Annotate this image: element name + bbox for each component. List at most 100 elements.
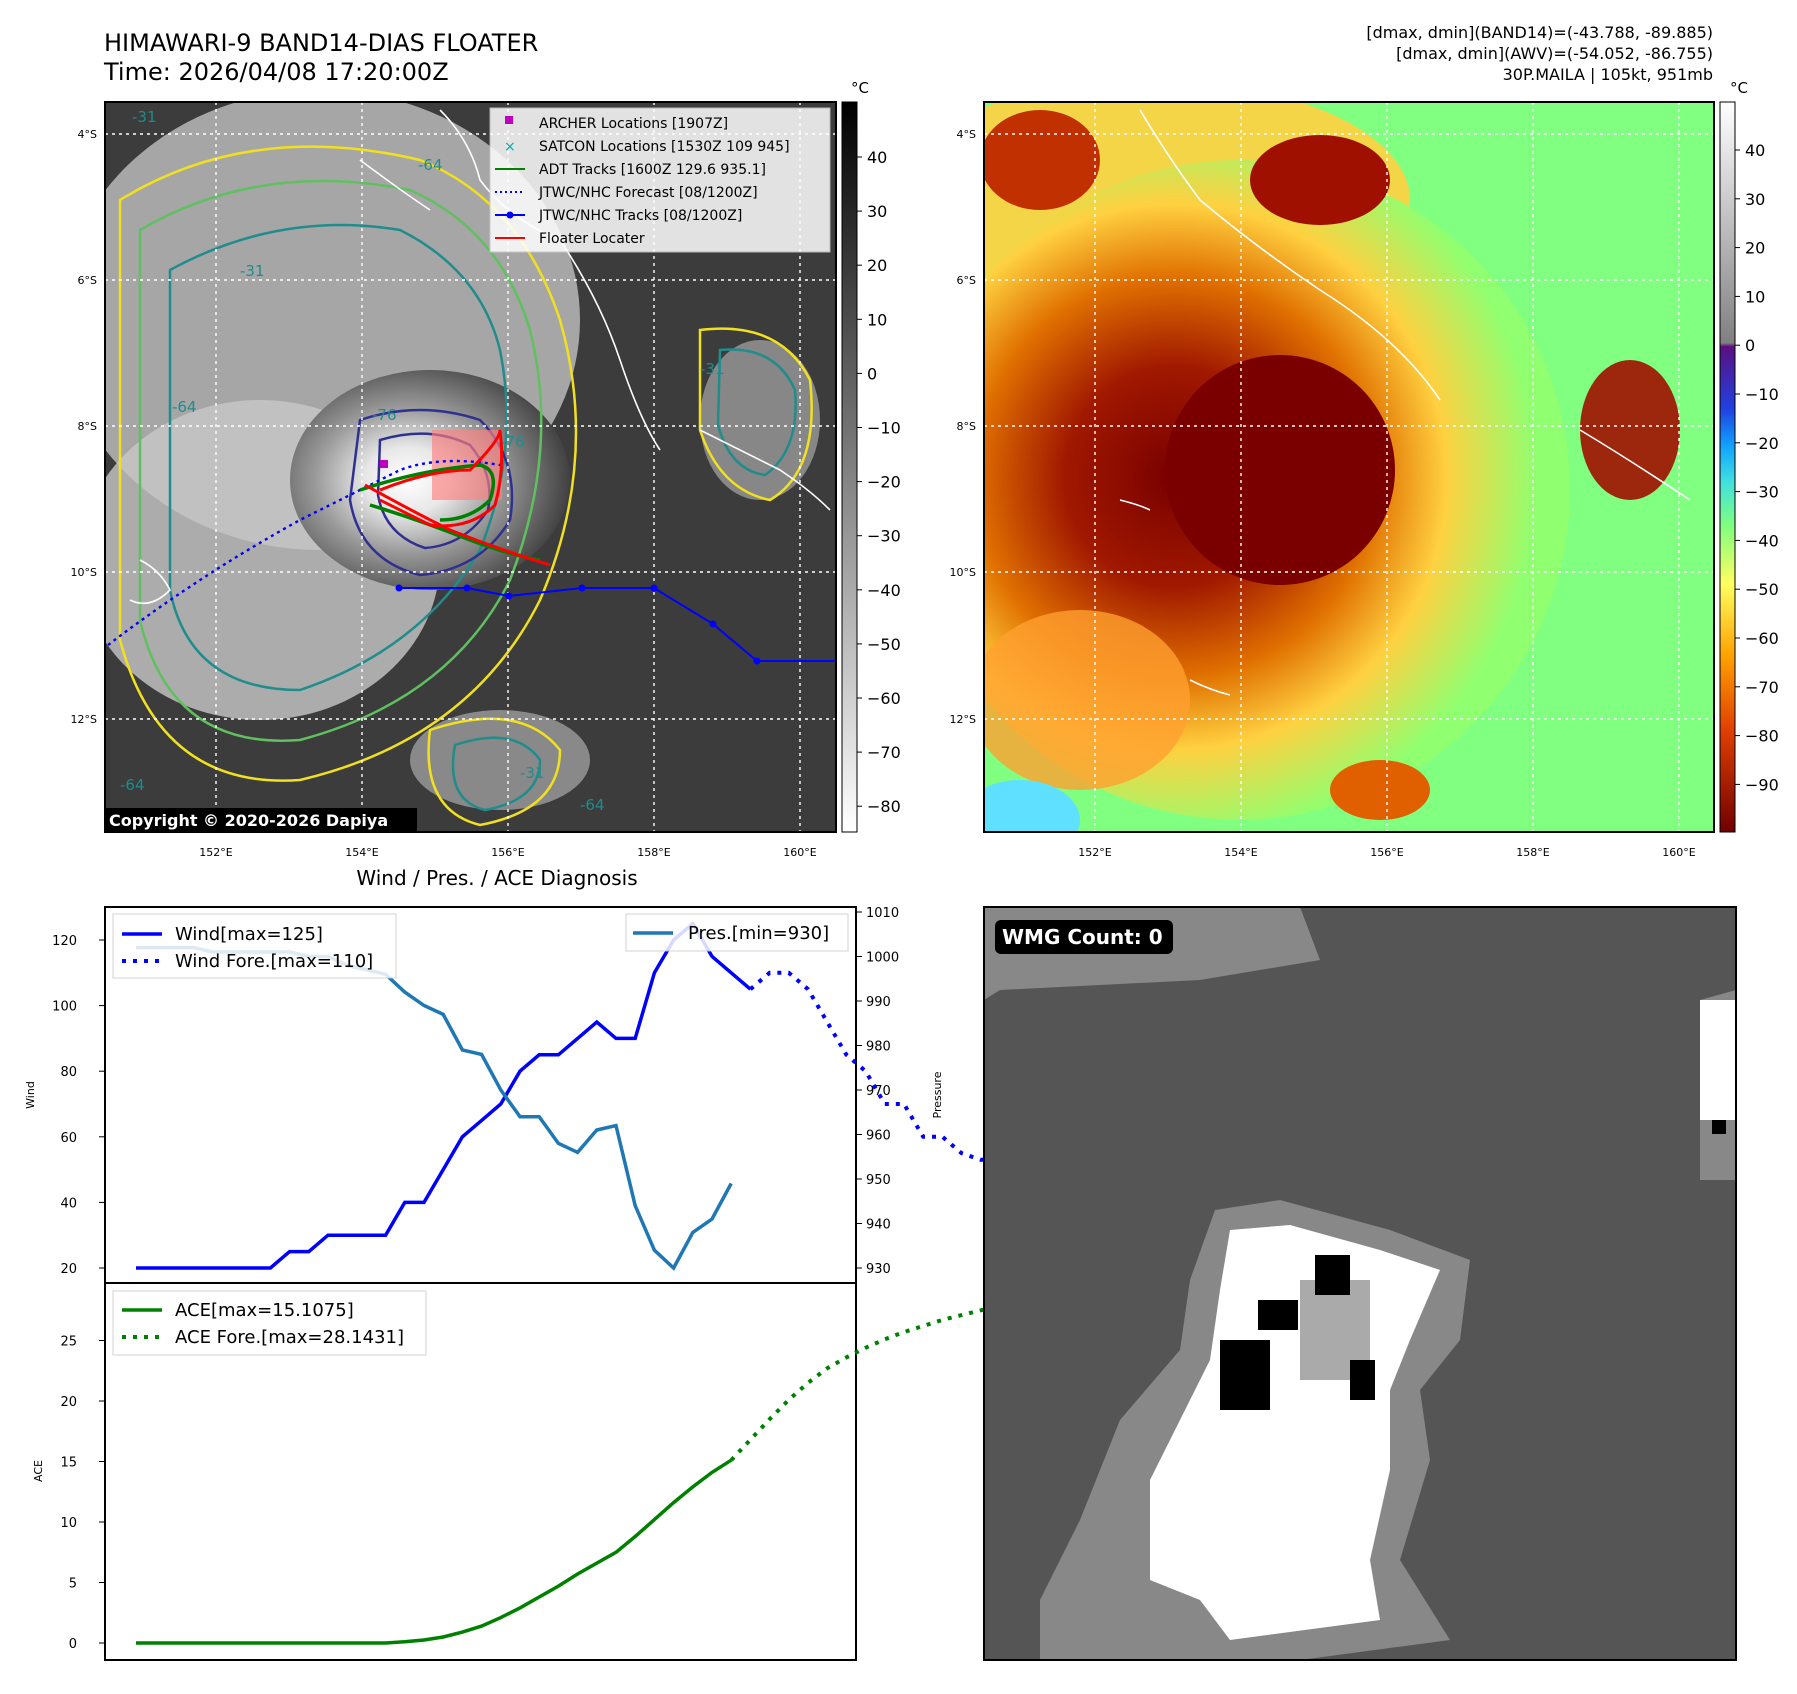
coastline-path bbox=[359, 159, 431, 211]
ace-axis-ticks: 0 5 10 15 20 25 bbox=[60, 1335, 105, 1652]
ace-fore-legend-label: ACE Fore.[max=28.1431] bbox=[175, 1327, 404, 1348]
wmg-core-black-1 bbox=[1220, 1340, 1270, 1410]
wmg-core-black-2 bbox=[1258, 1300, 1298, 1330]
pressure-tick-label: 940 bbox=[866, 1218, 891, 1233]
colorbar-tick-label: 0 bbox=[867, 364, 877, 383]
colorbar-tick-label: −70 bbox=[1745, 678, 1779, 697]
ir-lat-labels: 4°S 6°S 8°S 10°S 12°S bbox=[71, 128, 97, 726]
awv-colorbar-unit: °C bbox=[1730, 79, 1748, 97]
contour-label: -76 bbox=[500, 433, 525, 451]
wind-series bbox=[136, 920, 752, 1270]
jtwc-point bbox=[395, 584, 403, 592]
colorbar-tick-label: 30 bbox=[867, 202, 887, 221]
awv-coastlines bbox=[1119, 109, 1691, 696]
lat-label: 8°S bbox=[78, 420, 97, 433]
colorbar-tick-label: −90 bbox=[1745, 775, 1779, 794]
contour-label: -31 bbox=[520, 764, 545, 782]
lat-label: 10°S bbox=[950, 566, 976, 579]
pressure-tick-label: 960 bbox=[866, 1129, 891, 1144]
ace-legend: ACE[max=15.1075] ACE Fore.[max=28.1431] bbox=[112, 1290, 427, 1356]
coastline-path bbox=[699, 429, 831, 511]
contour-50 bbox=[138, 179, 543, 742]
lon-label: 152°E bbox=[199, 846, 232, 859]
lat-label: 4°S bbox=[957, 128, 976, 141]
legend-floater-label: Floater Locater bbox=[539, 231, 645, 247]
awv-band-south bbox=[984, 610, 1190, 790]
ace-tick-label: 25 bbox=[60, 1335, 77, 1350]
wmg-panel: WMG Count: 0 bbox=[983, 906, 1737, 1661]
awv-cell-east bbox=[1580, 360, 1680, 500]
awv-colorbar bbox=[1719, 101, 1736, 833]
ace-tick-label: 10 bbox=[60, 1516, 77, 1531]
lon-label: 154°E bbox=[345, 846, 378, 859]
contour-64-south bbox=[451, 736, 542, 812]
lon-label: 156°E bbox=[1370, 846, 1403, 859]
wmg-zone-edge bbox=[1700, 1000, 1736, 1120]
wind-legend: Wind[max=125] Wind Fore.[max=110] bbox=[112, 913, 397, 979]
awv-cell-northwest bbox=[984, 110, 1100, 210]
wind-axis-ticks: 20 40 60 80 100 120 bbox=[52, 934, 105, 1277]
wind-tick-label: 80 bbox=[60, 1065, 77, 1080]
figure-time: Time: 2026/04/08 17:20:00Z bbox=[103, 58, 449, 86]
legend-track-label: JTWC/NHC Tracks [08/1200Z] bbox=[538, 208, 742, 224]
contour-label: -76 bbox=[372, 406, 397, 424]
contour-31 bbox=[118, 145, 578, 782]
colorbar-tick-label: 40 bbox=[867, 148, 887, 167]
wmg-count-badge bbox=[995, 920, 1173, 954]
coastline-path bbox=[1119, 499, 1151, 511]
pressure-legend-label: Pres.[min=930] bbox=[688, 923, 829, 944]
stat-band14: [dmax, dmin](BAND14)=(-43.788, -89.885) bbox=[1366, 23, 1713, 42]
ace-series bbox=[136, 1458, 733, 1645]
colorbar-tick-label: −20 bbox=[867, 473, 901, 492]
lon-label: 154°E bbox=[1224, 846, 1257, 859]
diagnosis-title: Wind / Pres. / ACE Diagnosis bbox=[356, 866, 637, 890]
lat-label: 8°S bbox=[957, 420, 976, 433]
colorbar-tick-label: 10 bbox=[1745, 287, 1765, 306]
wmg-frame bbox=[983, 906, 1737, 1661]
wind-tick-label: 40 bbox=[60, 1196, 77, 1211]
lat-label: 4°S bbox=[78, 128, 97, 141]
wind-tick-label: 100 bbox=[52, 1000, 77, 1015]
ace-legend-box bbox=[112, 1290, 427, 1356]
jtwc-point bbox=[753, 657, 761, 665]
colorbar-tick-label: 30 bbox=[1745, 190, 1765, 209]
ace-axis-label: ACE bbox=[32, 1460, 45, 1482]
pressure-tick-label: 970 bbox=[866, 1084, 891, 1099]
ace-tick-label: 15 bbox=[60, 1456, 77, 1471]
legend-track-point bbox=[506, 211, 514, 219]
colorbar-tick-label: 10 bbox=[867, 310, 887, 329]
jtwc-track-points bbox=[395, 584, 761, 665]
wind-legend-label: Wind[max=125] bbox=[175, 924, 323, 945]
contour-64 bbox=[168, 223, 508, 692]
legend-adt-label: ADT Tracks [1600Z 129.6 935.1] bbox=[539, 162, 766, 178]
lon-label: 160°E bbox=[1662, 846, 1695, 859]
jtwc-point bbox=[709, 620, 717, 628]
colorbar-tick-label: −60 bbox=[1745, 629, 1779, 648]
awv-lat-labels: 4°S 6°S 8°S 10°S 12°S bbox=[950, 128, 976, 726]
lon-label: 158°E bbox=[1516, 846, 1549, 859]
contour-label: -64 bbox=[172, 398, 197, 416]
contour-label: -64 bbox=[418, 156, 443, 174]
colorbar-tick-label: −30 bbox=[867, 527, 901, 546]
jtwc-point bbox=[463, 584, 471, 592]
lat-label: 6°S bbox=[78, 274, 97, 287]
ir-colorbar-ticks: 40 30 20 10 0 −10 −20 −30 −40 −50 −60 −70 −80 bbox=[857, 148, 901, 816]
legend-satcon-label: SATCON Locations [1530Z 109 945] bbox=[539, 139, 790, 155]
wind-legend-box bbox=[112, 913, 397, 979]
awv-cell-south bbox=[1330, 760, 1430, 820]
colorbar-tick-label: −70 bbox=[867, 743, 901, 762]
awv-gridlines bbox=[984, 102, 1714, 832]
colorbar-tick-label: −40 bbox=[867, 581, 901, 600]
figure-title: HIMAWARI-9 BAND14-DIAS FLOATER bbox=[104, 29, 538, 57]
ir-colorbar bbox=[841, 101, 858, 833]
contour-label: -31 bbox=[240, 262, 265, 280]
jtwc-forecast-line bbox=[107, 459, 501, 646]
legend-archer-label: ARCHER Locations [1907Z] bbox=[539, 116, 728, 132]
ace-tick-label: 0 bbox=[69, 1637, 77, 1652]
wind-tick-label: 120 bbox=[52, 934, 77, 949]
contour-label: -64 bbox=[120, 776, 145, 794]
awv-colorbar-ticks: 40 30 20 10 0 −10 −20 −30 −40 −50 −60 −70 −80 −90 bbox=[1735, 141, 1779, 794]
stat-awv: [dmax, dmin](AWV)=(-54.052, -86.755) bbox=[1396, 44, 1713, 63]
colorbar-tick-label: 0 bbox=[1745, 336, 1755, 355]
